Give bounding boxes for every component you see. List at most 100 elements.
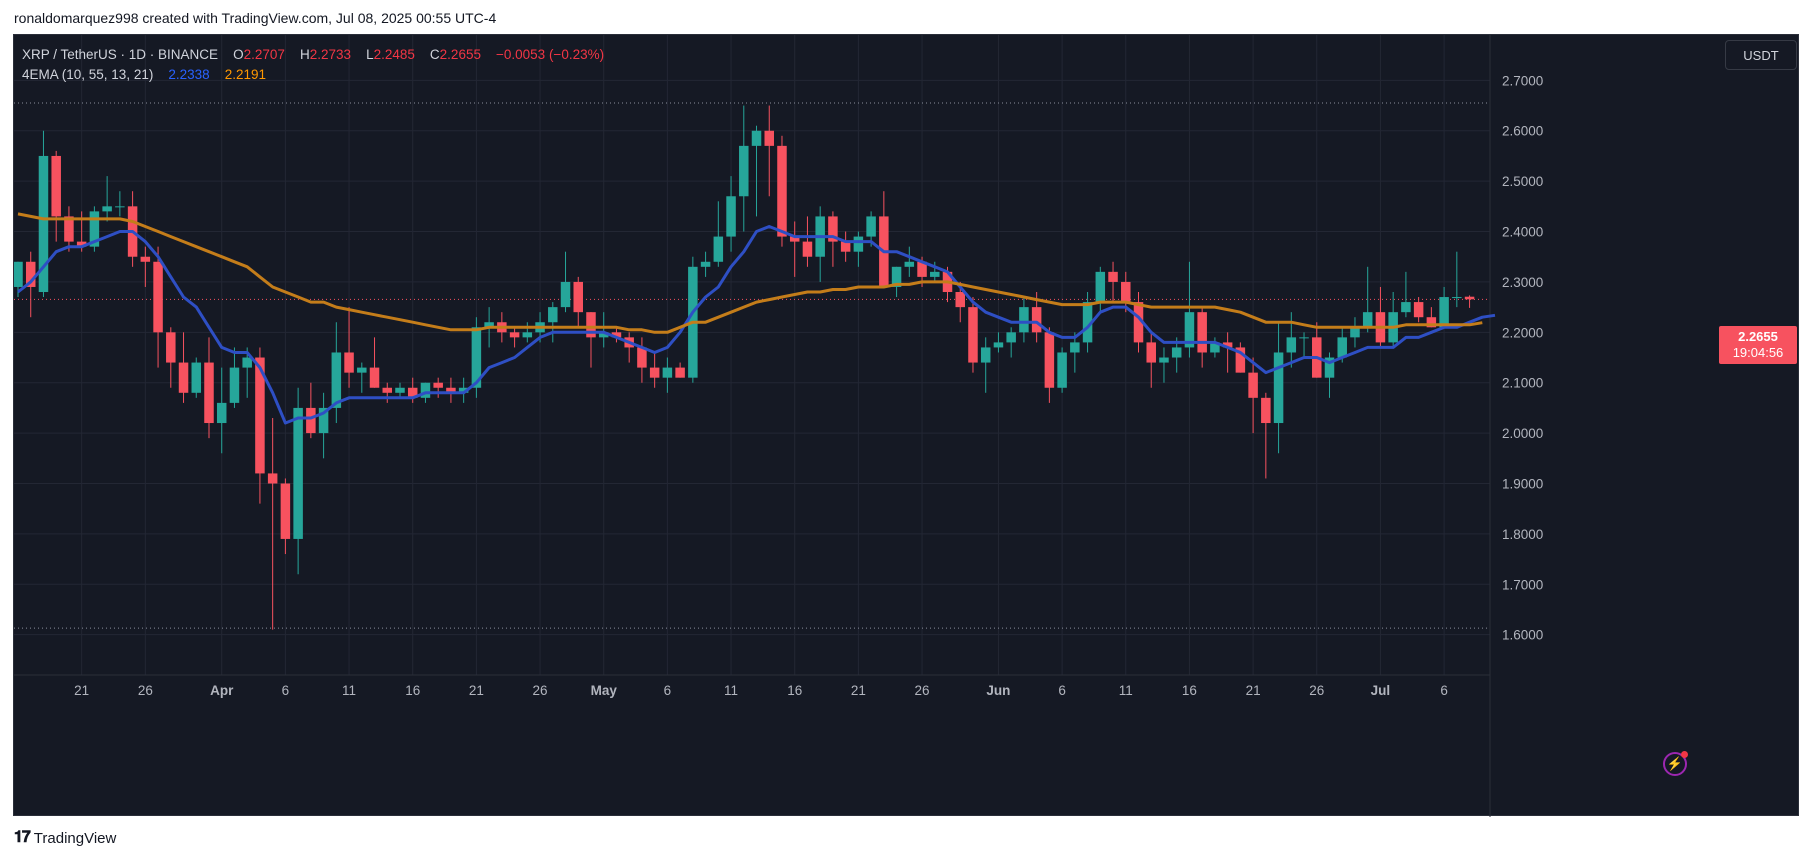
candle-body — [980, 347, 991, 363]
time-axis-label: 21 — [74, 683, 89, 698]
candle-body — [1108, 271, 1118, 282]
candle-body — [280, 483, 291, 539]
candle-body — [560, 281, 571, 308]
candle-body — [866, 216, 876, 237]
time-axis-label: 26 — [533, 683, 548, 698]
ema-indicator-label[interactable]: 4EMA (10, 55, 13, 21) — [22, 67, 154, 82]
candle-body — [458, 387, 469, 393]
candle-body — [649, 367, 660, 378]
candle-body — [955, 292, 965, 308]
chart-panel[interactable]: 2.7000 2.6000 2.5000 2.4000 2.3000 2.2000 2.10… — [13, 34, 1800, 817]
candle-body — [675, 367, 685, 378]
price-axis-label: 2.1000 — [1502, 376, 1543, 391]
candle-body — [713, 236, 724, 262]
candle-body — [14, 261, 23, 287]
candle-body — [357, 367, 367, 373]
time-axis-label: 11 — [1119, 683, 1133, 698]
candle-body — [1070, 342, 1080, 353]
price-axis-label: 2.7000 — [1502, 73, 1543, 88]
symbol-label[interactable]: XRP / TetherUS · 1D · BINANCE — [22, 47, 219, 62]
candle-body — [522, 332, 533, 338]
tradingview-logo[interactable]: 𝟏𝟕 TradingView — [14, 829, 116, 847]
price-axis-label: 2.3000 — [1502, 275, 1543, 290]
candle-body — [242, 357, 252, 368]
candle-body — [1095, 271, 1106, 303]
price-axis-label: 2.2000 — [1502, 325, 1543, 340]
bar-countdown: 19:04:56 — [1732, 345, 1784, 360]
candle-body — [751, 130, 762, 146]
candle-body — [1273, 352, 1284, 424]
candle-body — [369, 367, 380, 388]
candle-body — [1464, 296, 1475, 300]
ema-legend-row: 4EMA (10, 55, 13, 21) 2.2338 2.2191 — [22, 65, 604, 85]
candle-body — [89, 211, 100, 247]
ema-slow-value: 2.2191 — [224, 67, 267, 82]
candle-body — [344, 352, 354, 373]
candle-body — [1235, 347, 1246, 373]
time-axis-label: 21 — [469, 683, 484, 698]
last-price-value: 2.2655 — [1738, 329, 1778, 344]
candle-body — [1261, 397, 1271, 424]
candle-body — [140, 256, 151, 262]
candle-body — [1006, 332, 1016, 343]
candle-body — [1222, 342, 1233, 348]
candle-body — [216, 402, 227, 424]
candle-body — [446, 387, 456, 393]
candle-body — [637, 347, 647, 368]
candle-body — [1426, 317, 1437, 328]
price-axis-label: 2.4000 — [1502, 225, 1543, 240]
price-axis-label: 1.8000 — [1502, 527, 1543, 542]
candle-body — [1452, 297, 1462, 299]
candle-body — [598, 332, 609, 338]
candle-body — [64, 216, 74, 242]
candle-body — [1439, 297, 1449, 328]
candle-body — [115, 206, 125, 208]
candle-body — [1401, 302, 1411, 313]
candlestick-chart[interactable]: 2.7000 2.6000 2.5000 2.4000 2.3000 2.2000 2.10… — [14, 35, 1800, 817]
open-label: O — [233, 47, 244, 62]
tv-logo-icon: 𝟏𝟕 — [14, 829, 31, 846]
time-axis-label: 16 — [1182, 683, 1197, 698]
candle-body — [306, 407, 316, 434]
candle-body — [204, 362, 214, 424]
candle-body — [1197, 312, 1207, 353]
candle-body — [51, 155, 61, 217]
candle-body — [1350, 327, 1360, 338]
close-label: C — [429, 47, 440, 62]
time-axis-label: 6 — [664, 683, 672, 698]
ema-fast-value: 2.2338 — [168, 67, 210, 82]
candle-body — [1413, 302, 1424, 318]
candle-body — [1286, 337, 1297, 353]
candle-body — [293, 407, 303, 539]
time-axis-label: May — [591, 683, 618, 698]
time-axis-label: 11 — [724, 683, 738, 698]
candle-body — [153, 261, 163, 333]
candle-body — [1171, 347, 1182, 358]
candle-body — [840, 241, 851, 252]
candle-body — [802, 241, 813, 257]
candle-body — [1133, 302, 1144, 343]
time-axis-label: 6 — [1440, 683, 1448, 698]
candle-body — [1324, 357, 1335, 378]
notification-dot — [1681, 751, 1688, 758]
candle-body — [407, 387, 418, 398]
candle-body — [1121, 281, 1131, 303]
candle-body — [586, 312, 596, 338]
candle-body — [1019, 307, 1029, 333]
candle-body — [25, 261, 36, 287]
candle-body — [726, 196, 736, 237]
time-axis-label: 6 — [1058, 683, 1066, 698]
candle-body — [611, 332, 622, 338]
lightning-icon[interactable]: ⚡ — [1663, 752, 1687, 776]
candle-body — [777, 145, 787, 237]
ema-slow-line — [17, 212, 1483, 334]
time-axis-label: 26 — [915, 683, 930, 698]
candle-body — [76, 241, 87, 247]
candle-body — [318, 407, 329, 434]
currency-button[interactable]: USDT — [1725, 40, 1797, 70]
candle-body — [1362, 312, 1373, 328]
high-value: 2.2733 — [309, 47, 352, 62]
candle-body — [166, 332, 176, 363]
candle-body — [1248, 372, 1258, 398]
time-axis-label: 16 — [405, 683, 420, 698]
